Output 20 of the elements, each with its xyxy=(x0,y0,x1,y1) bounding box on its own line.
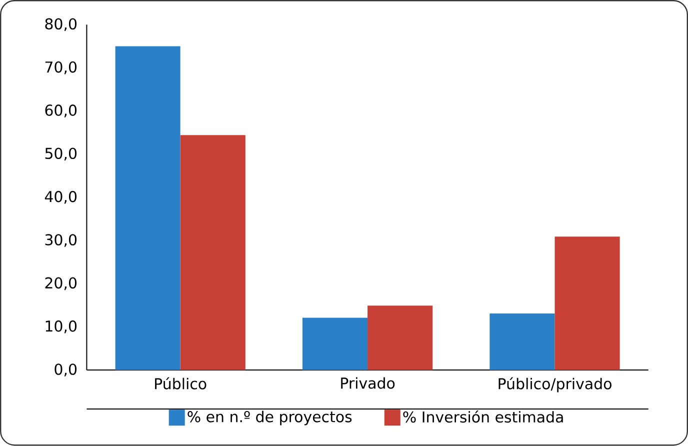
y-tick-label: 60,0 xyxy=(45,104,77,118)
y-tick-label: 80,0 xyxy=(45,18,77,32)
x-tick-label: Privado xyxy=(341,377,395,389)
bar xyxy=(115,46,180,370)
bar xyxy=(302,318,368,370)
legend-label: % Inversión estimada xyxy=(403,410,563,423)
y-tick-label: 70,0 xyxy=(45,62,77,74)
x-tick-label: Público/privado xyxy=(498,377,612,392)
bar xyxy=(554,236,620,370)
y-tick-label: 0,0 xyxy=(54,364,77,377)
y-tick-label: 40,0 xyxy=(44,191,77,204)
x-tick-label: Público xyxy=(155,377,206,390)
y-tick-label: 10,0 xyxy=(46,320,77,334)
bar xyxy=(490,314,555,370)
y-tick-label: 50,0 xyxy=(45,148,77,161)
bar xyxy=(368,306,433,370)
legend-label: % en n.º de proyectos xyxy=(188,410,352,426)
y-tick-label: 30,0 xyxy=(45,234,77,248)
y-tick-label: 20,0 xyxy=(45,277,77,290)
bar xyxy=(180,135,246,370)
